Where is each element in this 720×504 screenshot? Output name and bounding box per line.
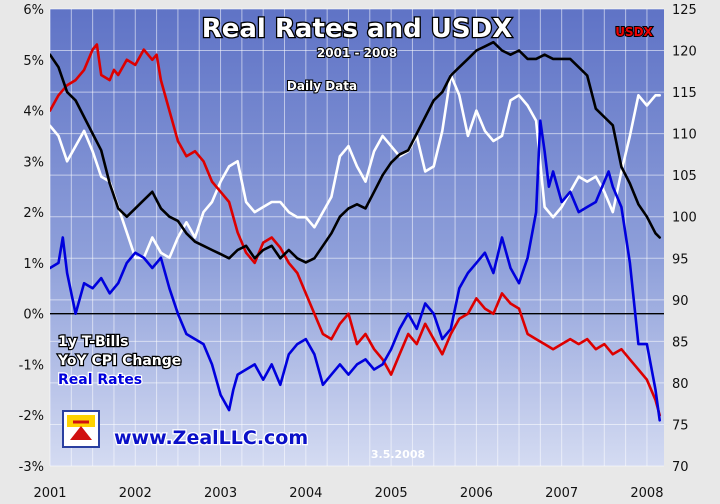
y-left-tick-label: -1%	[19, 358, 44, 373]
chart-subtitle: 2001 - 2008	[317, 46, 397, 60]
y-right-tick-label: 110	[672, 128, 697, 143]
legend-entry: YoY CPI Change	[57, 353, 181, 369]
chart-title: Real Rates and USDX	[202, 14, 513, 44]
y-axis-left: -3% -2% -1% 0% 1% 2% 3% 4% 5% 6%	[19, 3, 44, 475]
y-right-tick-label: 90	[672, 294, 689, 309]
y-left-tick-label: 2%	[23, 206, 44, 221]
x-axis: 2001 2002 2003 2004 2005 2006 2007 2008	[33, 486, 663, 501]
y-left-tick-label: 4%	[23, 105, 44, 120]
y-right-tick-label: 85	[672, 335, 689, 350]
right-axis-label: USDX	[615, 25, 653, 39]
legend-entry: 1y T-Bills	[58, 334, 128, 350]
plot-area	[50, 9, 664, 466]
series-line-yoy-cpi-change	[50, 73, 662, 260]
y-left-tick-label: 1%	[23, 257, 44, 272]
series-line-1y-t-bills	[50, 43, 662, 417]
y-left-tick-label: -3%	[19, 460, 44, 475]
y-right-tick-label: 75	[672, 418, 689, 433]
y-left-tick-label: -2%	[19, 409, 44, 424]
y-left-tick-label: 3%	[23, 155, 44, 170]
y-left-tick-label: 5%	[23, 54, 44, 69]
chart-note: Daily Data	[287, 79, 357, 93]
series-group	[50, 40, 662, 422]
y-right-tick-label: 125	[672, 3, 697, 18]
y-right-tick-label: 105	[672, 169, 697, 184]
y-right-tick-label: 80	[672, 377, 689, 392]
y-right-tick-label: 95	[672, 252, 689, 267]
legend-entry: Real Rates	[58, 372, 142, 388]
x-tick-label: 2002	[119, 486, 152, 501]
y-left-tick-label: 6%	[23, 3, 44, 18]
x-tick-label: 2004	[289, 486, 322, 501]
series-line-real-rates	[50, 119, 662, 422]
y-right-tick-label: 100	[672, 211, 697, 226]
x-tick-label: 2005	[375, 486, 408, 501]
x-tick-label: 2007	[545, 486, 578, 501]
watermark: www.ZealLLC.com	[114, 427, 308, 449]
x-tick-label: 2001	[33, 486, 66, 501]
legend: 1y T-Bills YoY CPI Change Real Rates	[56, 333, 183, 389]
date-stamp: 3.5.2008	[371, 448, 425, 461]
logo	[62, 410, 100, 448]
y-right-tick-label: 115	[672, 86, 697, 101]
y-right-tick-label: 120	[672, 45, 697, 60]
x-tick-label: 2003	[204, 486, 237, 501]
y-right-tick-label: 70	[672, 460, 689, 475]
series-line-usdx	[50, 40, 662, 264]
x-tick-label: 2008	[630, 486, 663, 501]
y-left-tick-label: 0%	[23, 308, 44, 323]
y-axis-right: 70 75 80 85 90 95 100 105 110 115 120 125	[672, 3, 697, 475]
x-tick-label: 2006	[460, 486, 493, 501]
